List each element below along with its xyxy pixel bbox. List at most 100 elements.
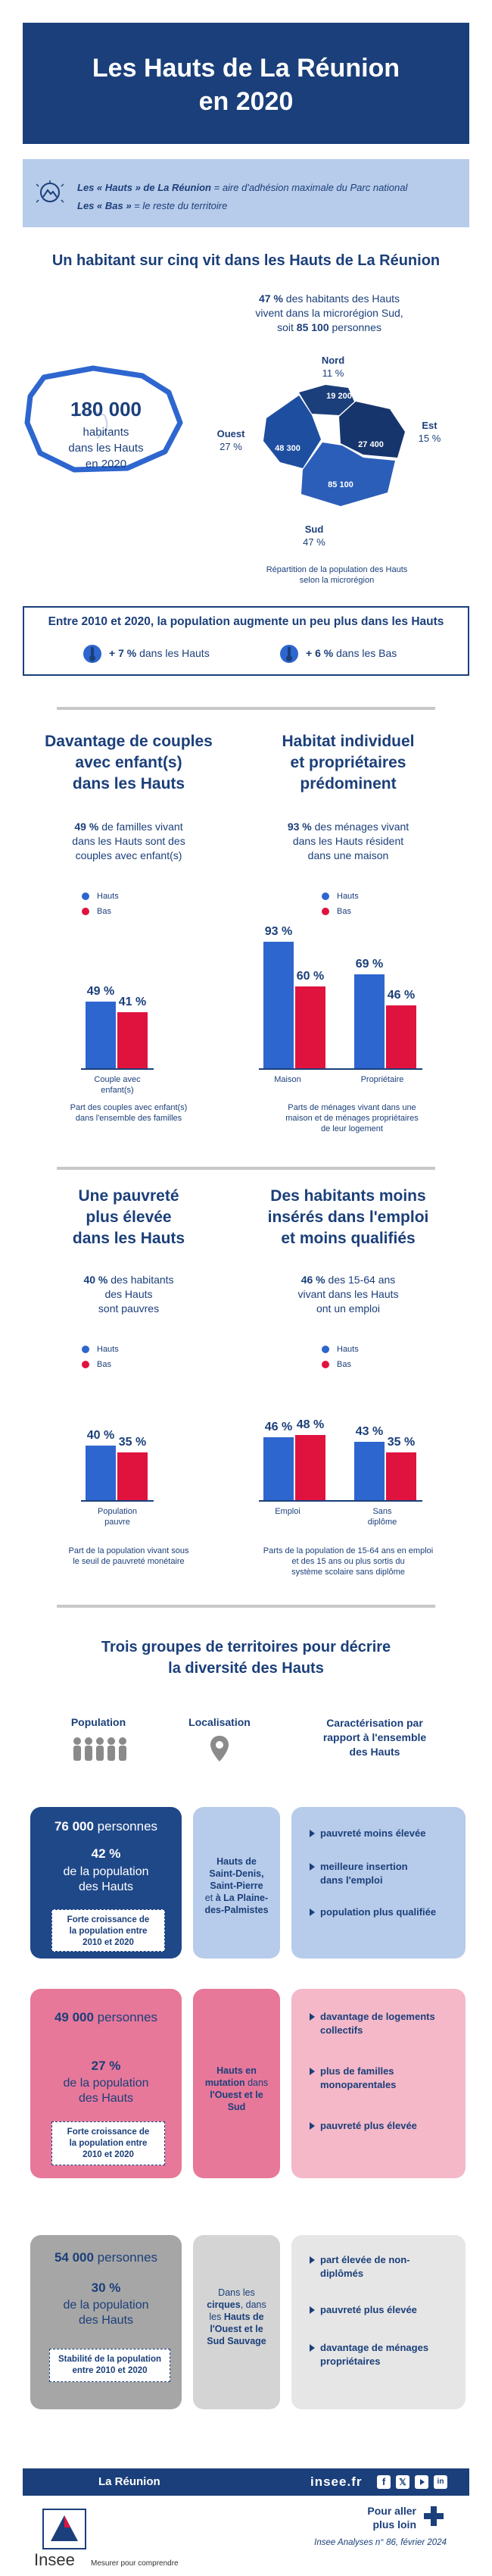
group3-count-value: 54 000 (54, 2250, 94, 2265)
bullet-triangle-icon (310, 1863, 315, 1871)
youtube-icon[interactable] (415, 2475, 428, 2489)
group3-bullet1: part élevée de non-diplômés (310, 2253, 409, 2281)
legend-label-hauts: Hauts (337, 892, 359, 901)
group1-bullet1-text: pauvreté moins élevée (320, 1827, 426, 1839)
map-sud-pct: 47 % (303, 536, 325, 548)
couples-desc: 49 % de familles vivant dans les Hauts s… (42, 820, 216, 863)
legend-dot-bas (82, 1361, 89, 1369)
map-ouest-value: 48 300 (275, 444, 300, 453)
group2-loc-line4: Sud (227, 2102, 246, 2112)
bar-hauts-0 (86, 1446, 116, 1500)
group3-loc-line2-bold: cirques (207, 2299, 241, 2310)
group2-bullet2-line1: plus de familles (320, 2065, 394, 2077)
group3-loc-line4: l'Ouest et le (210, 2324, 263, 2334)
group1-count-value: 76 000 (54, 1819, 94, 1834)
group3-pct-line1: de la population (63, 2299, 149, 2312)
map-est-label: Est 15 % (413, 419, 447, 445)
couples-note-line2: dans l'ensemble des familles (75, 1114, 182, 1123)
south-stat-line2: vivent dans la microrégion Sud, (255, 307, 403, 319)
group2-bullet1-line1: davantage de logements (320, 2011, 435, 2022)
legend-label-bas: Bas (97, 907, 111, 916)
map-nord-pct: 11 % (322, 367, 344, 379)
group3-bullet3-line2: propriétaires (320, 2356, 381, 2367)
legend-dot-hauts (82, 893, 89, 901)
couples-desc-line3: couples avec enfant(s) (75, 849, 182, 861)
more-info-line1: Pour aller (367, 2505, 416, 2517)
more-info[interactable]: Pour aller plus loin (333, 2504, 416, 2531)
facebook-icon[interactable]: f (377, 2475, 391, 2489)
bullet-triangle-icon (310, 2013, 315, 2021)
group1-loc-line4-bold: à La Plaine- (215, 1893, 269, 1903)
pauvrete-legend-hauts: Hauts (82, 1345, 119, 1354)
legend-label-hauts: Hauts (337, 1345, 359, 1354)
section-population-title: Un habitant sur cinq vit dans les Hauts … (51, 252, 441, 269)
emploi-title-line2: insérés dans l'emploi (267, 1208, 429, 1226)
plus-icon[interactable] (422, 2505, 445, 2528)
group3-location-text: Dans les cirques, dans les Hauts de l'Ou… (196, 2287, 277, 2347)
pauvrete-note-line1: Part de la population vivant sous (68, 1546, 189, 1555)
group1-bullet1: pauvreté moins élevée (310, 1827, 426, 1840)
map-ouest-pct: 27 % (220, 441, 242, 452)
group2-loc-line3: l'Ouest et le (210, 2090, 263, 2100)
group2-pct-line1: de la population (63, 2077, 149, 2090)
legend-dot-hauts (322, 1346, 329, 1354)
chart-emploi: 46 % 48 % 43 % 35 % (242, 1386, 439, 1502)
habitat-title: Habitat individuel et propriétaires préd… (254, 731, 443, 795)
couples-title: Davantage de couples avec enfant(s) dans… (34, 731, 223, 795)
group1-count-suffix: personnes (93, 1819, 158, 1834)
group2-bullet3: pauvreté plus élevée (310, 2119, 417, 2133)
group2-loc-line2-rest: dans (244, 2077, 269, 2088)
linkedin-icon[interactable]: in (434, 2475, 447, 2489)
legend-dot-hauts (322, 893, 329, 901)
group1-loc-line4-pre: et (204, 1893, 216, 1903)
group1-location: Hauts de Saint-Denis, Saint-Pierre et à … (193, 1807, 280, 1959)
habitat-desc-line1: des ménages vivant (311, 821, 409, 833)
growth-box: Entre 2010 et 2020, la population augmen… (23, 606, 469, 676)
south-stat-line1: des habitants des Hauts (282, 292, 400, 305)
group1-bullet3: population plus qualifiée (310, 1905, 437, 1919)
pauvrete-desc-pct: 40 % (83, 1274, 108, 1286)
emploi-note-line1: Parts de la population de 15-64 ans en e… (263, 1546, 434, 1555)
south-stat-value: 85 100 (296, 321, 329, 333)
group2-characteristics: davantage de logements collectifs plus de… (291, 1989, 466, 2178)
habitat-desc: 93 % des ménages vivant dans les Hauts r… (261, 820, 435, 863)
group1-bullet3-text: population plus qualifiée (320, 1906, 437, 1918)
bullet-triangle-icon (310, 2068, 315, 2075)
group3-count-suffix: personnes (93, 2250, 158, 2265)
group1-loc-line3: Saint-Pierre (210, 1880, 263, 1891)
footer-site-link[interactable]: insee.fr (310, 2474, 363, 2489)
big-number-block: 180 000 habitants dans les Hauts en 2020 (45, 398, 167, 472)
emploi-title-line3: et moins qualifiés (281, 1230, 416, 1247)
group1-pct-line1: de la population (63, 1865, 149, 1878)
bar-label-hauts-0: 93 % (264, 924, 293, 938)
divider-3 (57, 1605, 435, 1608)
bar-hauts-1 (354, 1441, 385, 1500)
mountain-icon (36, 180, 64, 203)
definition-bas: Les « Bas » = le reste du territoire (77, 200, 227, 211)
legend-dot-bas (322, 1361, 329, 1369)
map-nord-name: Nord (321, 355, 345, 366)
big-caption-line2: dans les Hauts (68, 442, 144, 455)
chart-habitat: 93 % 60 % 69 % 46 % (242, 924, 439, 1070)
map-caption: Répartition de la population des Hauts s… (242, 564, 431, 586)
twitter-icon[interactable]: 𝕏 (396, 2475, 409, 2489)
header-banner: Les Hauts de La Réunion en 2020 (23, 23, 469, 144)
pauvrete-legend: Hauts Bas (82, 1345, 119, 1369)
map-est-value: 27 400 (358, 440, 384, 449)
couples-category: Couple avec enfant(s) (76, 1074, 159, 1096)
insee-logo-text: Insee (34, 2550, 75, 2569)
legend-dot-hauts (82, 1346, 89, 1354)
couples-desc-pct: 49 % (74, 821, 99, 833)
group1-bullet2: meilleure insertion dans l'emploi (310, 1860, 408, 1887)
group3-bullet2-text: pauvreté plus élevée (320, 2304, 417, 2315)
big-caption-line3: en 2020 (85, 458, 127, 470)
habitat-desc-pct: 93 % (287, 821, 312, 833)
map-est-pct: 15 % (418, 433, 441, 444)
emploi-note: Parts de la population de 15-64 ans en e… (242, 1546, 454, 1577)
group2-bullet1: davantage de logements collectifs (310, 2010, 435, 2037)
group1-growth-box: Forte croissance de la population entre … (51, 1909, 165, 1952)
bar-label-hauts-1: 43 % (355, 1424, 384, 1438)
bar-hauts-1 (354, 974, 385, 1068)
habitat-title-line1: Habitat individuel (282, 733, 415, 750)
group1-bullet2-line2: dans l'emploi (320, 1874, 383, 1886)
